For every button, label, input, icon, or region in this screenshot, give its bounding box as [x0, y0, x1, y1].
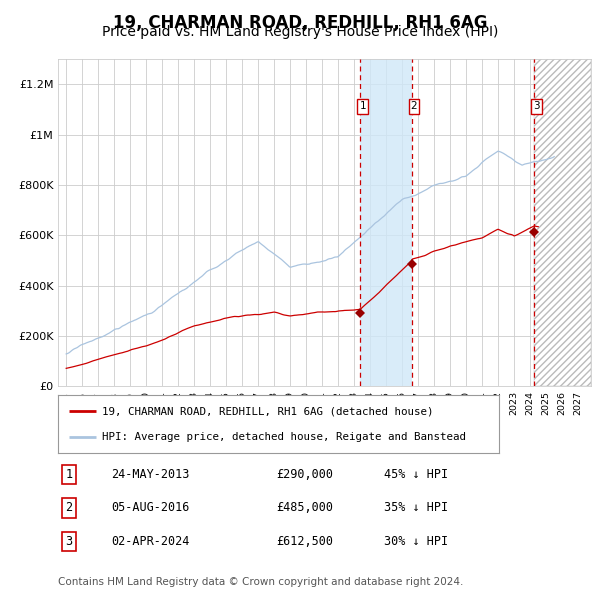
Text: 3: 3 [533, 101, 540, 112]
Text: 45% ↓ HPI: 45% ↓ HPI [384, 468, 448, 481]
Text: 19, CHARMAN ROAD, REDHILL, RH1 6AG (detached house): 19, CHARMAN ROAD, REDHILL, RH1 6AG (deta… [103, 407, 434, 417]
Text: HPI: Average price, detached house, Reigate and Banstead: HPI: Average price, detached house, Reig… [103, 432, 466, 442]
Text: 1: 1 [359, 101, 366, 112]
Text: 19, CHARMAN ROAD, REDHILL, RH1 6AG: 19, CHARMAN ROAD, REDHILL, RH1 6AG [113, 14, 487, 32]
Text: 1: 1 [65, 468, 73, 481]
Bar [534, 59, 591, 386]
Text: £290,000: £290,000 [276, 468, 333, 481]
Text: 24-MAY-2013: 24-MAY-2013 [111, 468, 190, 481]
Text: 05-AUG-2016: 05-AUG-2016 [111, 502, 190, 514]
Text: 35% ↓ HPI: 35% ↓ HPI [384, 502, 448, 514]
Bar [360, 59, 412, 386]
Text: 30% ↓ HPI: 30% ↓ HPI [384, 535, 448, 548]
Text: Price paid vs. HM Land Registry's House Price Index (HPI): Price paid vs. HM Land Registry's House … [102, 25, 498, 40]
Text: Contains HM Land Registry data © Crown copyright and database right 2024.
This d: Contains HM Land Registry data © Crown c… [58, 577, 464, 590]
Text: £485,000: £485,000 [276, 502, 333, 514]
Text: 2: 2 [65, 502, 73, 514]
Text: £612,500: £612,500 [276, 535, 333, 548]
Text: 3: 3 [65, 535, 73, 548]
Text: 02-APR-2024: 02-APR-2024 [111, 535, 190, 548]
Text: 2: 2 [411, 101, 418, 112]
